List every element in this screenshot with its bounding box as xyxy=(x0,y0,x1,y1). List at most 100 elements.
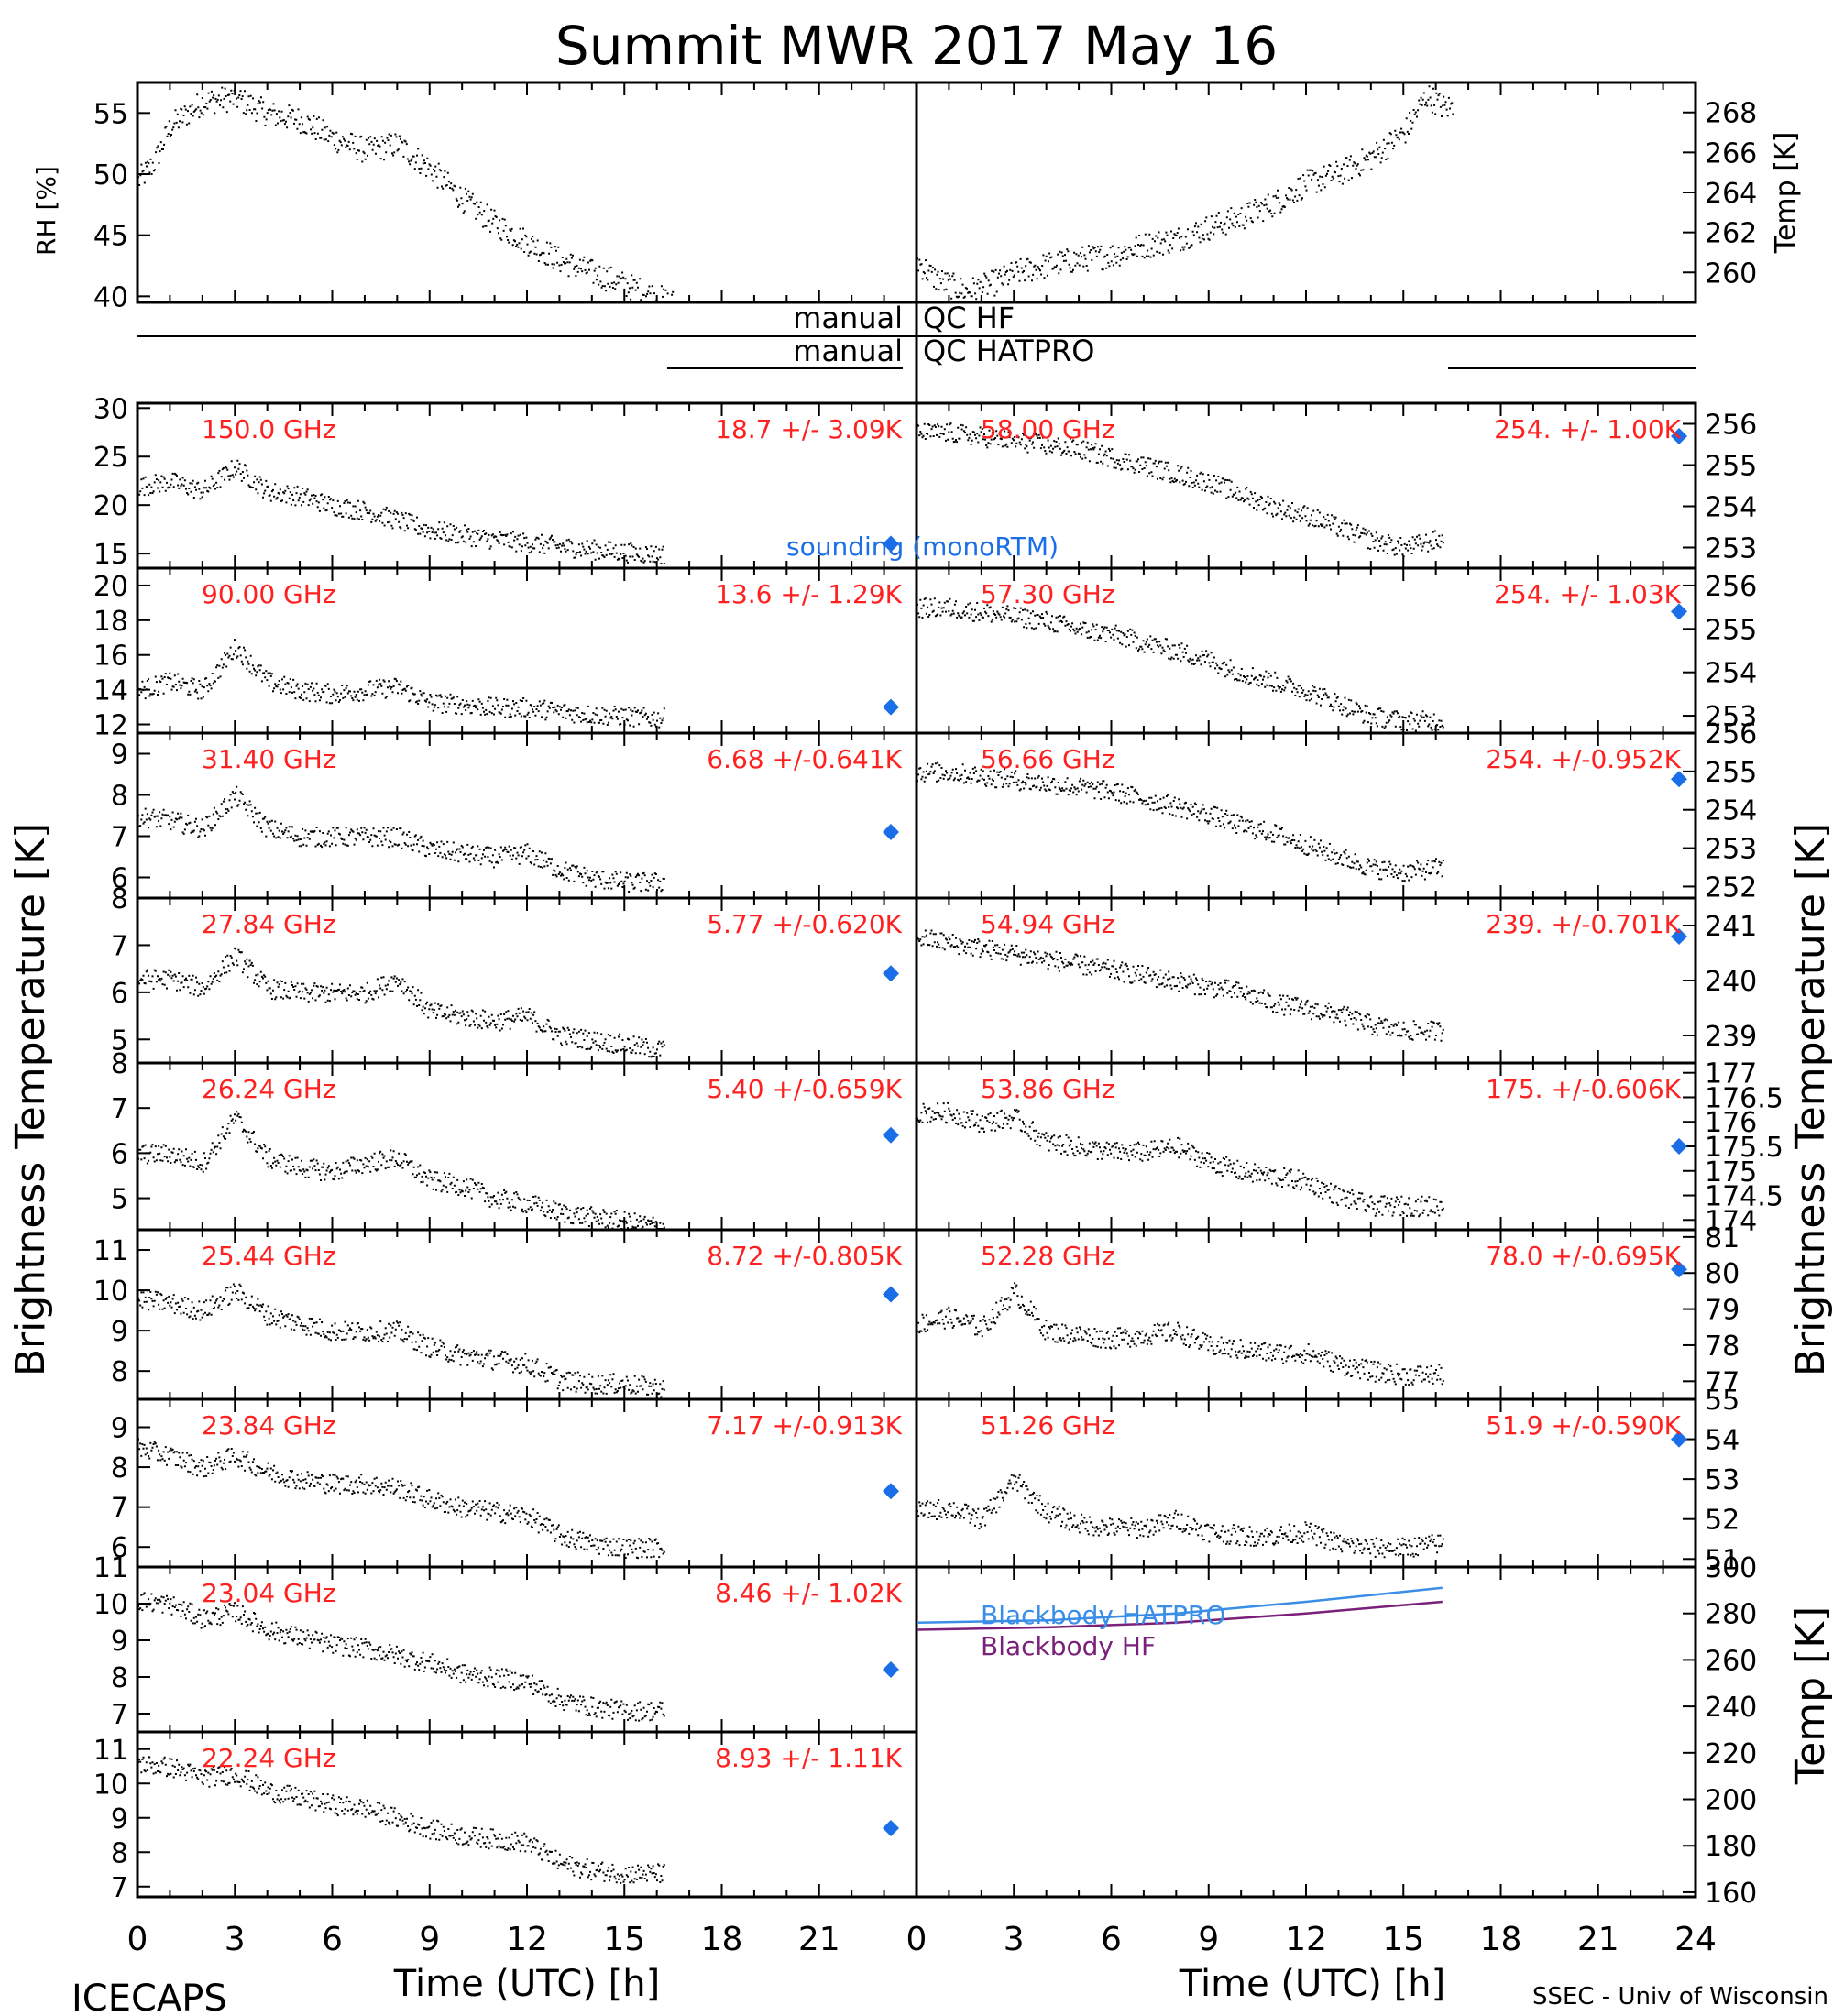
panel-temp-ytick-label: 264 xyxy=(1705,178,1757,210)
panel-ch_23_04-sounding-marker xyxy=(883,1661,899,1678)
panel-ch_22_24-scatter xyxy=(137,1756,665,1884)
panel-ch_53_86-ytick-label: 177 xyxy=(1705,1058,1757,1090)
panel-ch_51_26-ytick-label: 52 xyxy=(1705,1505,1740,1537)
panel-ch_56_66-ytick-label: 252 xyxy=(1705,871,1757,904)
panel-ch_150_00-points xyxy=(137,459,665,564)
panel-ch_54_94-ytick-label: 241 xyxy=(1705,911,1757,943)
left-xtick-label: 12 xyxy=(506,1921,548,1958)
panel-ch_54_94-stat-label: 239. +/-0.701K xyxy=(1486,909,1681,939)
panel-rh-ytick-label: 55 xyxy=(93,98,128,130)
right-xtick-label: 15 xyxy=(1382,1921,1424,1958)
panel-ch_25_44-scatter xyxy=(137,1283,665,1399)
panel-ch_52_28-ytick-label: 80 xyxy=(1705,1258,1740,1290)
panel-ch_53_86-ytick-label: 175.5 xyxy=(1705,1132,1784,1164)
panel-ch_150_00-ytick-label: 25 xyxy=(93,442,128,474)
panel-ch_25_44-ytick-label: 10 xyxy=(93,1276,128,1308)
panel-ch_53_86-ytick-label: 176.5 xyxy=(1705,1082,1784,1114)
panel-ch_25_44-points xyxy=(137,1283,665,1399)
panel-rh-ytick-label: 40 xyxy=(93,281,128,313)
panel-ch_22_24-freq-label: 22.24 GHz xyxy=(202,1743,336,1773)
panel-ch_53_86-ytick-label: 174.5 xyxy=(1705,1181,1784,1213)
panel-ch_26_24-ytick-label: 6 xyxy=(111,1138,128,1170)
qc-hf-label: manual xyxy=(793,301,903,335)
panel-blackbody-ytick-label: 240 xyxy=(1705,1692,1757,1724)
figure-title: Summit MWR 2017 May 16 xyxy=(555,15,1278,77)
panel-ch_25_44-stat-label: 8.72 +/-0.805K xyxy=(707,1241,902,1271)
panel-ch_52_28-freq-label: 52.28 GHz xyxy=(981,1241,1115,1271)
panel-ch_150_00-sounding-label: sounding (monoRTM) xyxy=(786,531,1059,562)
panel-ch_51_26-ytick-label: 54 xyxy=(1705,1425,1740,1457)
panel-blackbody-ytick-label: 160 xyxy=(1705,1878,1757,1910)
panel-ch_58_00-stat-label: 254. +/- 1.00K xyxy=(1494,414,1681,444)
panel-ch_25_44-freq-label: 25.44 GHz xyxy=(202,1241,336,1271)
panel-ch_31_40-ytick-label: 7 xyxy=(111,822,128,854)
blackbody-series-label-1: Blackbody HF xyxy=(981,1631,1156,1661)
panel-ch_31_40-ytick-label: 8 xyxy=(111,781,128,813)
panel-temp-frame xyxy=(915,81,1697,304)
panel-ch_23_04-ytick-label: 7 xyxy=(111,1699,128,1731)
panel-ch_54_94-points xyxy=(916,929,1444,1042)
panel-ch_27_84-stat-label: 5.77 +/-0.620K xyxy=(707,909,902,939)
panel-ch_51_26-sounding-marker xyxy=(1671,1430,1687,1448)
panel-temp-ytick-label: 262 xyxy=(1705,218,1757,250)
panel-ch_23_04-scatter xyxy=(137,1592,665,1722)
panel-ch_90_00-ytick-label: 20 xyxy=(93,571,128,603)
panel-ch_27_84-ytick-label: 6 xyxy=(111,978,128,1010)
panel-ch_27_84-freq-label: 27.84 GHz xyxy=(202,909,336,939)
panel-ch_150_00-stat-label: 18.7 +/- 3.09K xyxy=(715,414,902,444)
panel-blackbody-ytick-label: 220 xyxy=(1705,1738,1757,1770)
panel-ch_25_44-ytick-label: 9 xyxy=(111,1316,128,1348)
panel-ch_90_00-stat-label: 13.6 +/- 1.29K xyxy=(715,579,902,609)
panel-ch_90_00-ytick-label: 18 xyxy=(93,606,128,638)
panel-ch_23_04-ytick-label: 9 xyxy=(111,1626,128,1658)
panel-ch_25_44-ytick-label: 11 xyxy=(93,1235,128,1267)
panel-ch_26_24-ytick-label: 5 xyxy=(111,1184,128,1216)
panel-ch_52_28-ytick-label: 81 xyxy=(1705,1222,1740,1255)
panel-ch_22_24-stat-label: 8.93 +/- 1.11K xyxy=(715,1743,902,1773)
panel-ch_56_66-stat-label: 254. +/-0.952K xyxy=(1486,744,1681,774)
panel-ch_56_66-ytick-label: 253 xyxy=(1705,834,1757,866)
footer-left: ICECAPS xyxy=(71,1978,227,2016)
panel-ch_52_28-ytick-label: 77 xyxy=(1705,1366,1740,1398)
panel-ch_22_24-sounding-marker xyxy=(883,1820,899,1836)
panel-ch_26_24-stat-label: 5.40 +/-0.659K xyxy=(707,1074,902,1104)
panel-ch_58_00-ytick-label: 254 xyxy=(1705,492,1757,524)
panel-ch_27_84-ytick-label: 8 xyxy=(111,883,128,915)
panel-ch_23_84-ytick-label: 7 xyxy=(111,1493,128,1525)
panel-ch_54_94-sounding-marker xyxy=(1671,928,1687,945)
panel-ch_58_00-ytick-label: 253 xyxy=(1705,533,1757,565)
panel-ch_51_26-ytick-label: 51 xyxy=(1705,1544,1740,1576)
panel-ch_27_84-ytick-label: 7 xyxy=(111,930,128,962)
panel-rh-ytick-label: 45 xyxy=(93,221,128,253)
panel-ch_26_24-scatter xyxy=(137,1111,665,1230)
panel-ch_23_84-freq-label: 23.84 GHz xyxy=(202,1410,336,1441)
panel-ch_57_30-ytick-label: 253 xyxy=(1705,701,1757,733)
x-axis-label-left: Time (UTC) [h] xyxy=(393,1963,660,2005)
panel-ch_58_00-freq-label: 58.00 GHz xyxy=(981,414,1115,444)
left-xtick-label: 0 xyxy=(127,1921,148,1958)
panel-ch_51_26-ytick-label: 55 xyxy=(1705,1385,1740,1417)
panel-ch_51_26-ytick-label: 53 xyxy=(1705,1464,1740,1496)
left-xtick-label: 6 xyxy=(322,1921,343,1958)
panel-blackbody-ytick-label: 180 xyxy=(1705,1831,1757,1863)
right-xtick-label: 3 xyxy=(1004,1921,1025,1958)
panel-ch_23_04-points xyxy=(137,1592,665,1722)
panel-ch_57_30-stat-label: 254. +/- 1.03K xyxy=(1494,579,1681,609)
panel-ch_22_24-ytick-label: 7 xyxy=(111,1872,128,1904)
panel-ch_51_26-stat-label: 51.9 +/-0.590K xyxy=(1486,1410,1681,1441)
right-xtick-label: 21 xyxy=(1577,1921,1619,1958)
panel-ch_150_00-ytick-label: 15 xyxy=(93,539,128,571)
panel-ch_54_94-freq-label: 54.94 GHz xyxy=(981,909,1115,939)
panel-ch_23_84-stat-label: 7.17 +/-0.913K xyxy=(707,1410,902,1441)
right-xtick-label: 18 xyxy=(1480,1921,1522,1958)
qc-hatpro-label: manual xyxy=(793,334,903,368)
panel-ch_31_40-stat-label: 6.68 +/-0.641K xyxy=(707,744,902,774)
blackbody-axis-label: Temp [K] xyxy=(1787,1606,1833,1785)
panel-ch_53_86-stat-label: 175. +/-0.606K xyxy=(1486,1074,1681,1104)
right-xtick-label: 24 xyxy=(1674,1921,1717,1958)
panel-ch_26_24-ytick-label: 8 xyxy=(111,1048,128,1080)
panel-ch_23_84-ytick-label: 9 xyxy=(111,1413,128,1445)
right-xtick-label: 9 xyxy=(1198,1921,1219,1958)
panel-ch_53_86-points xyxy=(916,1101,1444,1218)
panel-ch_57_30-ytick-label: 256 xyxy=(1705,571,1757,603)
